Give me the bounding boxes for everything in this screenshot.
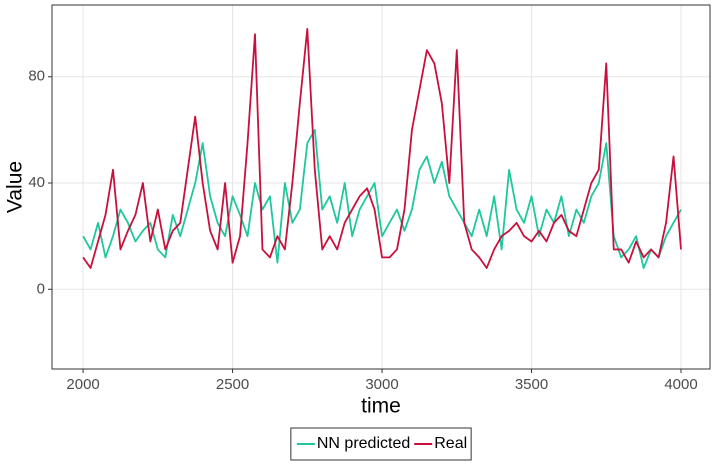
legend-box [290,427,472,461]
panel-border [51,4,711,370]
grid [52,5,710,369]
x-tick-label: 3000 [365,376,398,393]
legend-label: NN predicted [317,435,410,452]
plot-panel [52,5,710,369]
x-tick-label: 2000 [66,376,99,393]
x-tick-label: 2500 [216,376,249,393]
y-tick-label: 40 [28,174,45,191]
legend-label: Real [434,435,467,452]
legend: NN predicted Real [290,427,472,461]
y-tick-label: 0 [37,280,45,297]
lines [82,28,682,269]
y-tick-label: 80 [28,68,45,85]
x-tick-label: 3500 [515,376,548,393]
x-axis-title: time [361,395,401,418]
axes: 0 40 80 2000 2500 3000 3500 4000 [28,68,697,393]
series-line [82,28,682,269]
x-tick-label: 4000 [664,376,697,393]
y-axis-title: Value [4,161,27,213]
